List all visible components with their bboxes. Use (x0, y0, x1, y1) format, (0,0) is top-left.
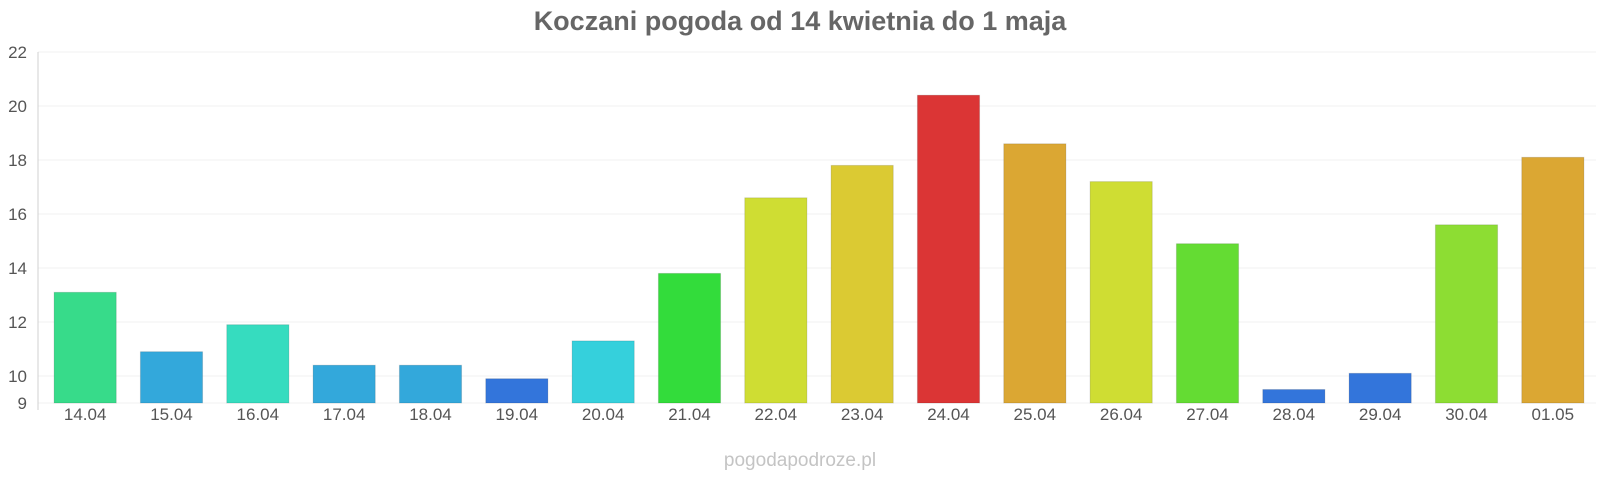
x-tick-label: 18.04 (409, 405, 452, 424)
bar-16.04 (226, 324, 290, 404)
bar-18.04 (398, 364, 463, 404)
y-tick-label: 14 (8, 259, 27, 278)
bar-30.04 (1434, 224, 1499, 404)
x-tick-label: 20.04 (582, 405, 625, 424)
bar-01.05 (1521, 156, 1585, 404)
x-tick-label: 28.04 (1273, 405, 1316, 424)
bar-25.04 (1003, 143, 1067, 404)
x-tick-label: 30.04 (1445, 405, 1488, 424)
y-tick-label: 12 (8, 313, 27, 332)
x-tick-label: 21.04 (668, 405, 711, 424)
bar-21.04 (657, 272, 722, 404)
bar-14.04 (53, 291, 117, 404)
bar-28.04 (1262, 389, 1326, 404)
y-tick-label: 16 (8, 205, 27, 224)
bar-22.04 (744, 197, 808, 404)
bar-20.04 (571, 340, 635, 404)
chart-title: Koczani pogoda od 14 kwietnia do 1 maja (533, 6, 1067, 36)
y-tick-labels: 9 10 12 14 16 18 20 22 (8, 43, 27, 413)
x-tick-label: 23.04 (841, 405, 884, 424)
y-tick-label: 9 (18, 394, 27, 413)
y-tick-label: 22 (8, 43, 27, 62)
gridlines (38, 51, 1596, 404)
bar-24.04 (916, 94, 981, 404)
x-tick-label: 25.04 (1014, 405, 1057, 424)
y-tick-label: 10 (8, 367, 27, 386)
x-tick-label: 16.04 (237, 405, 280, 424)
x-tick-label: 22.04 (755, 405, 798, 424)
x-tick-labels: 14.04 15.04 16.04 17.04 18.04 19.04 20.04 21.04… (64, 405, 1574, 424)
x-tick-label: 26.04 (1100, 405, 1143, 424)
x-tick-label: 27.04 (1186, 405, 1229, 424)
bar-15.04 (139, 351, 204, 404)
x-tick-label: 29.04 (1359, 405, 1402, 424)
y-tick-label: 18 (8, 151, 27, 170)
x-tick-label: 01.05 (1532, 405, 1575, 424)
bars (53, 94, 1585, 404)
x-tick-label: 15.04 (150, 405, 193, 424)
bar-17.04 (312, 364, 376, 404)
bar-26.04 (1089, 181, 1153, 404)
bar-29.04 (1348, 372, 1412, 404)
x-tick-label: 14.04 (64, 405, 107, 424)
bar-23.04 (830, 164, 894, 404)
watermark: pogodapodroze.pl (723, 450, 877, 471)
x-tick-label: 19.04 (496, 405, 539, 424)
y-tick-label: 20 (8, 97, 27, 116)
bar-27.04 (1175, 243, 1240, 404)
x-tick-label: 17.04 (323, 405, 366, 424)
x-tick-label: 24.04 (927, 405, 970, 424)
bar-19.04 (485, 378, 549, 404)
